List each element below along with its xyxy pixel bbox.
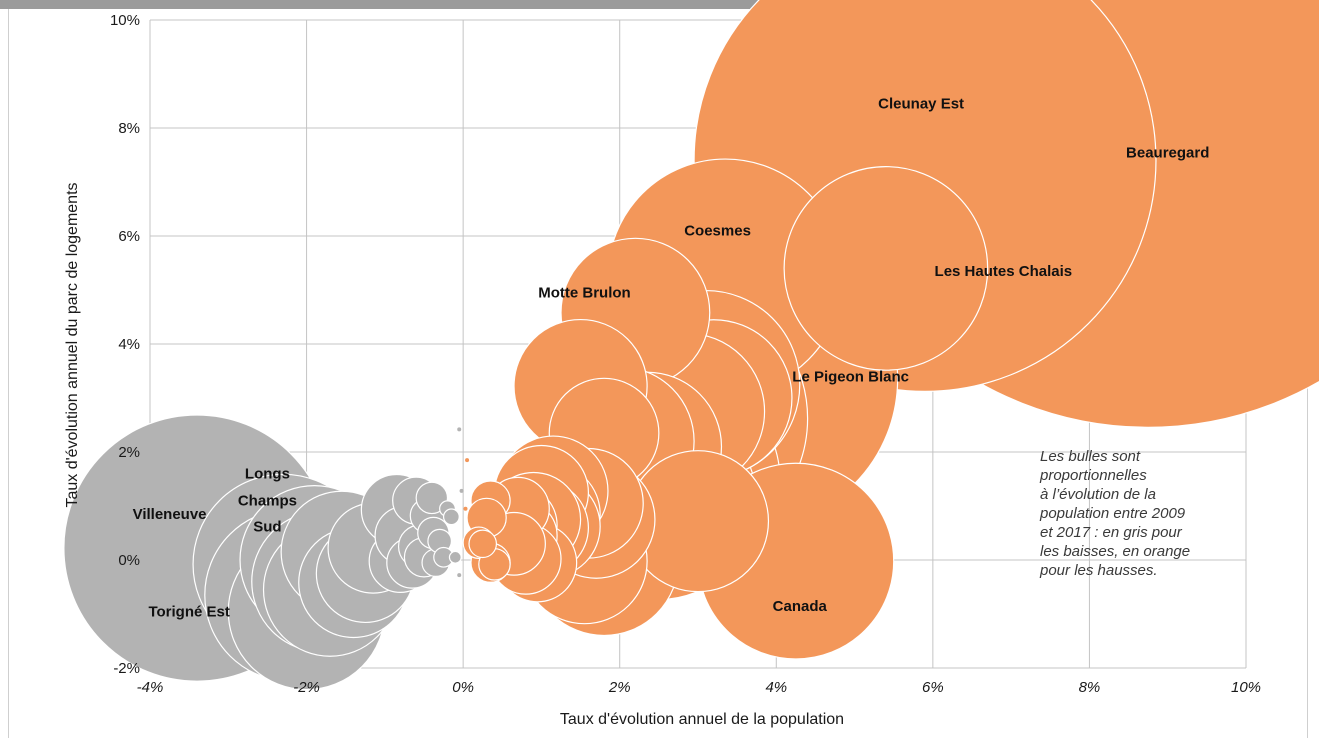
bubble-label: Sud [253,519,281,536]
x-tick-label: -4% [137,679,164,696]
y-tick-label: 4% [118,336,140,353]
x-tick-labels: -4% -2% 0% 2% 4% 6% 8% 10% [137,679,1261,696]
y-axis-label: Taux d'évolution annuel du parc de logem… [64,182,81,507]
y-tick-label: 8% [118,120,140,137]
bubble-decrease [457,427,462,432]
bubble-label: Le Pigeon Blanc [792,368,909,385]
x-tick-label: -2% [293,679,320,696]
bubble-label: Coesmes [684,223,751,240]
x-tick-label: 2% [608,679,631,696]
bubble-increase [463,506,468,511]
bubble-label: Villeneuve [133,506,207,523]
bubble-label: Canada [773,598,828,615]
y-tick-labels: -2% 0% 2% 4% 6% 8% 10% [110,12,140,677]
x-tick-label: 0% [452,679,474,696]
bubble-decrease [457,573,462,578]
bubble-increase [468,529,498,559]
bubble-label: Champs [238,493,297,510]
bubbles [63,0,1319,691]
bubble-label: Cleunay Est [878,96,964,113]
bubble-decrease [442,508,460,526]
left-border [8,9,9,738]
note-line: population entre 2009 [1040,505,1186,522]
y-tick-label: -2% [113,660,140,677]
bubble-label: Longs [245,466,290,483]
y-tick-label: 2% [118,444,140,461]
y-tick-label: 0% [118,552,140,569]
bubble-label: Motte Brulon [538,285,630,302]
y-tick-label: 10% [110,12,140,29]
x-tick-label: 6% [922,679,944,696]
bubble-label: Torigné Est [148,603,229,620]
y-tick-label: 6% [118,228,140,245]
note-line: pour les hausses. [1040,562,1158,579]
note-line: à l’évolution de la [1040,486,1156,503]
x-tick-label: 4% [765,679,787,696]
top-bar [0,0,1319,9]
x-tick-label: 8% [1079,679,1101,696]
bubble-legend-note: Les bulles sont proportionnelles à l’évolu… [1040,447,1220,580]
x-tick-label: 10% [1231,679,1261,696]
bubble-increase [783,166,989,371]
note-line: les baisses, en orange [1040,543,1191,560]
x-axis-label: Taux d'évolution annuel de la population [560,711,844,728]
bubble-label: Les Hautes Chalais [935,263,1073,280]
note-line: Les bulles sont [1040,448,1141,465]
bubble-decrease [459,488,464,493]
bubble-increase [465,458,470,463]
bubble-label: Beauregard [1126,144,1209,161]
note-line: et 2017 : en gris pour [1040,524,1182,541]
bubble-decrease [448,550,462,564]
bubble-annotations: Beauregard Cleunay Est Coesmes Les Hautes C… [133,96,1210,621]
note-line: proportionnelles [1040,467,1147,484]
